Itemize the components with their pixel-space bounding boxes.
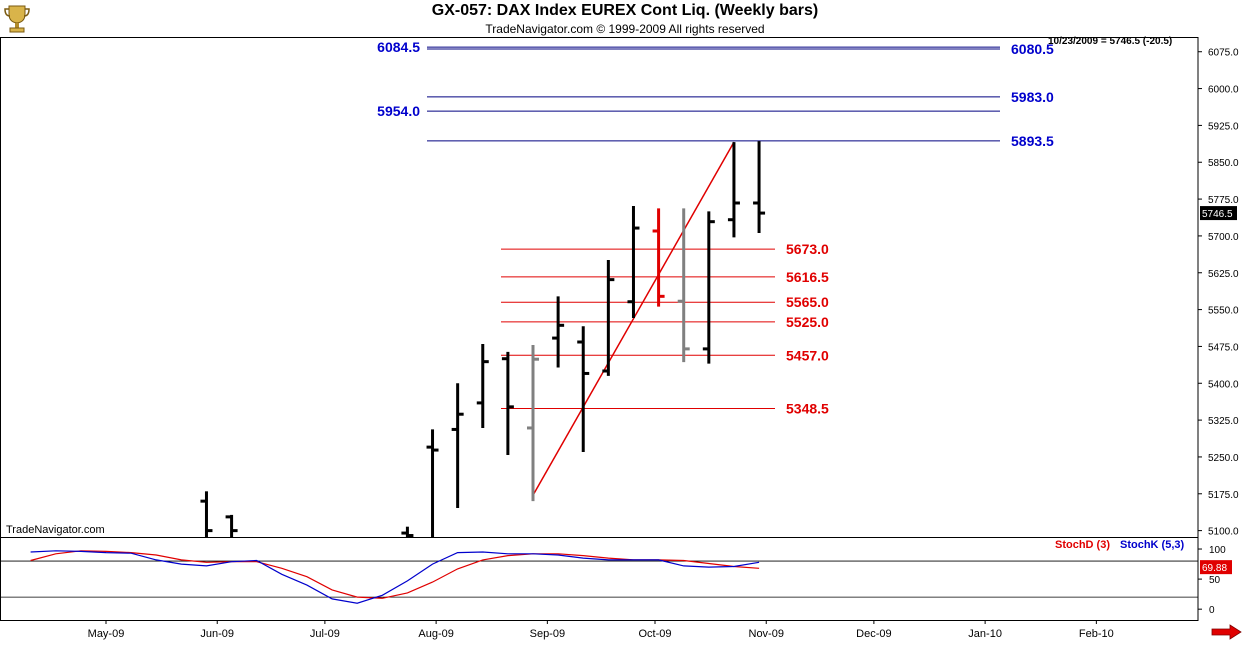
blue-level-label: 6080.5: [1011, 41, 1054, 57]
price-tick-label: 5100.0: [1208, 527, 1239, 538]
stoch-last-label: 69.88: [1202, 563, 1227, 574]
time-tick-label: Sep-09: [530, 628, 565, 640]
ohlc-bar: [451, 383, 464, 509]
red-level-label: 5565.0: [786, 294, 829, 310]
last-price-box: [1200, 206, 1237, 221]
stoch-d-line: [30, 550, 760, 599]
ohlc-bar: [627, 205, 640, 318]
ohlc-bar: [426, 429, 439, 537]
time-tick-label: Jul-09: [310, 628, 340, 640]
ohlc-bar: [727, 142, 740, 238]
stoch-tick-label: 0: [1209, 605, 1215, 616]
red-level-label: 5348.5: [786, 401, 829, 417]
time-tick-label: Nov-09: [749, 628, 784, 640]
price-tick-label: 5550.0: [1208, 306, 1239, 317]
legend-stoch-k: StochK (5,3): [1120, 539, 1185, 551]
trendline-layer: [532, 141, 735, 496]
ohlc-bar: [200, 491, 213, 537]
ohlc-bar: [753, 141, 766, 233]
ohlc-bar: [677, 208, 690, 363]
ohlc-bar: [702, 211, 715, 364]
price-tick-label: 5250.0: [1208, 453, 1239, 464]
blue-level-label: 5954.0: [377, 103, 420, 119]
time-tick-label: Dec-09: [856, 628, 891, 640]
price-axis: 6075.0 6000.0 5925.0 5850.0 5775.0 5700.0 5625…: [1198, 48, 1239, 538]
ohlc-bar: [476, 343, 489, 428]
price-tick-label: 5475.0: [1208, 342, 1239, 353]
legend-stoch-d: StochD (3): [1055, 539, 1110, 551]
red-level-label: 5525.0: [786, 314, 829, 330]
blue-level-label: 5983.0: [1011, 89, 1054, 105]
watermark: TradeNavigator.com: [6, 524, 105, 536]
price-tick-label: 5175.0: [1208, 490, 1239, 501]
trophy-logo-icon: [4, 4, 30, 39]
right-arrow-icon[interactable]: [1210, 624, 1242, 645]
ohlc-bar: [501, 351, 514, 455]
chart-title: GX-057: DAX Index EUREX Cont Liq. (Weekl…: [431, 2, 819, 19]
ohlc-bar: [652, 208, 665, 307]
ohlc-bar: [552, 296, 565, 368]
plot-border: [0, 37, 1199, 621]
ohlc-bars: [200, 141, 766, 537]
time-tick-label: Feb-10: [1079, 628, 1114, 640]
last-price-info: 10/23/2009 = 5746.5 (-20.5): [1048, 36, 1173, 47]
time-tick-label: May-09: [88, 628, 125, 640]
price-tick-label: 5625.0: [1208, 269, 1239, 280]
ohlc-bar: [225, 514, 238, 537]
price-tick-label: 6075.0: [1208, 48, 1239, 59]
red-level-label: 5673.0: [786, 241, 829, 257]
price-tick-label: 5325.0: [1208, 416, 1239, 427]
red-level-label: 5616.5: [786, 269, 829, 285]
price-tick-label: 5775.0: [1208, 195, 1239, 206]
support-resistance-levels: 6084.5 6080.5 5983.0 5954.0 5893.5 5673.0 5616…: [377, 39, 1054, 416]
price-tick-label: 5850.0: [1208, 158, 1239, 169]
stoch-tick-label: 50: [1209, 575, 1221, 586]
ohlc-bar: [602, 259, 615, 376]
red-level-label: 5457.0: [786, 347, 829, 363]
time-axis: May-09 Jun-09 Jul-09 Aug-09 Sep-09 Oct-09 Nov-…: [88, 620, 1114, 640]
trendline: [532, 141, 735, 496]
stoch-k-line: [30, 550, 760, 604]
stoch-tick-label: 100: [1209, 545, 1226, 556]
blue-level-label: 5893.5: [1011, 133, 1054, 149]
blue-level-label: 6084.5: [377, 39, 420, 55]
stoch-last-box: [1200, 560, 1232, 575]
price-tick-label: 6000.0: [1208, 85, 1239, 96]
stochastic-panel: 100 50 0 69.88: [0, 545, 1232, 616]
time-tick-label: Aug-09: [418, 628, 453, 640]
time-tick-label: Jun-09: [200, 628, 234, 640]
ohlc-bar: [577, 326, 590, 453]
last-price-label: 5746.5: [1202, 209, 1233, 220]
price-tick-label: 5700.0: [1208, 232, 1239, 243]
chart-subtitle: TradeNavigator.com © 1999-2009 All right…: [485, 22, 765, 36]
ohlc-bar: [527, 344, 539, 502]
time-tick-label: Oct-09: [638, 628, 671, 640]
chart-frame: [0, 37, 1199, 621]
price-tick-label: 5400.0: [1208, 379, 1239, 390]
ohlc-bar: [401, 526, 414, 537]
time-tick-label: Jan-10: [968, 628, 1002, 640]
price-tick-label: 5925.0: [1208, 121, 1239, 132]
